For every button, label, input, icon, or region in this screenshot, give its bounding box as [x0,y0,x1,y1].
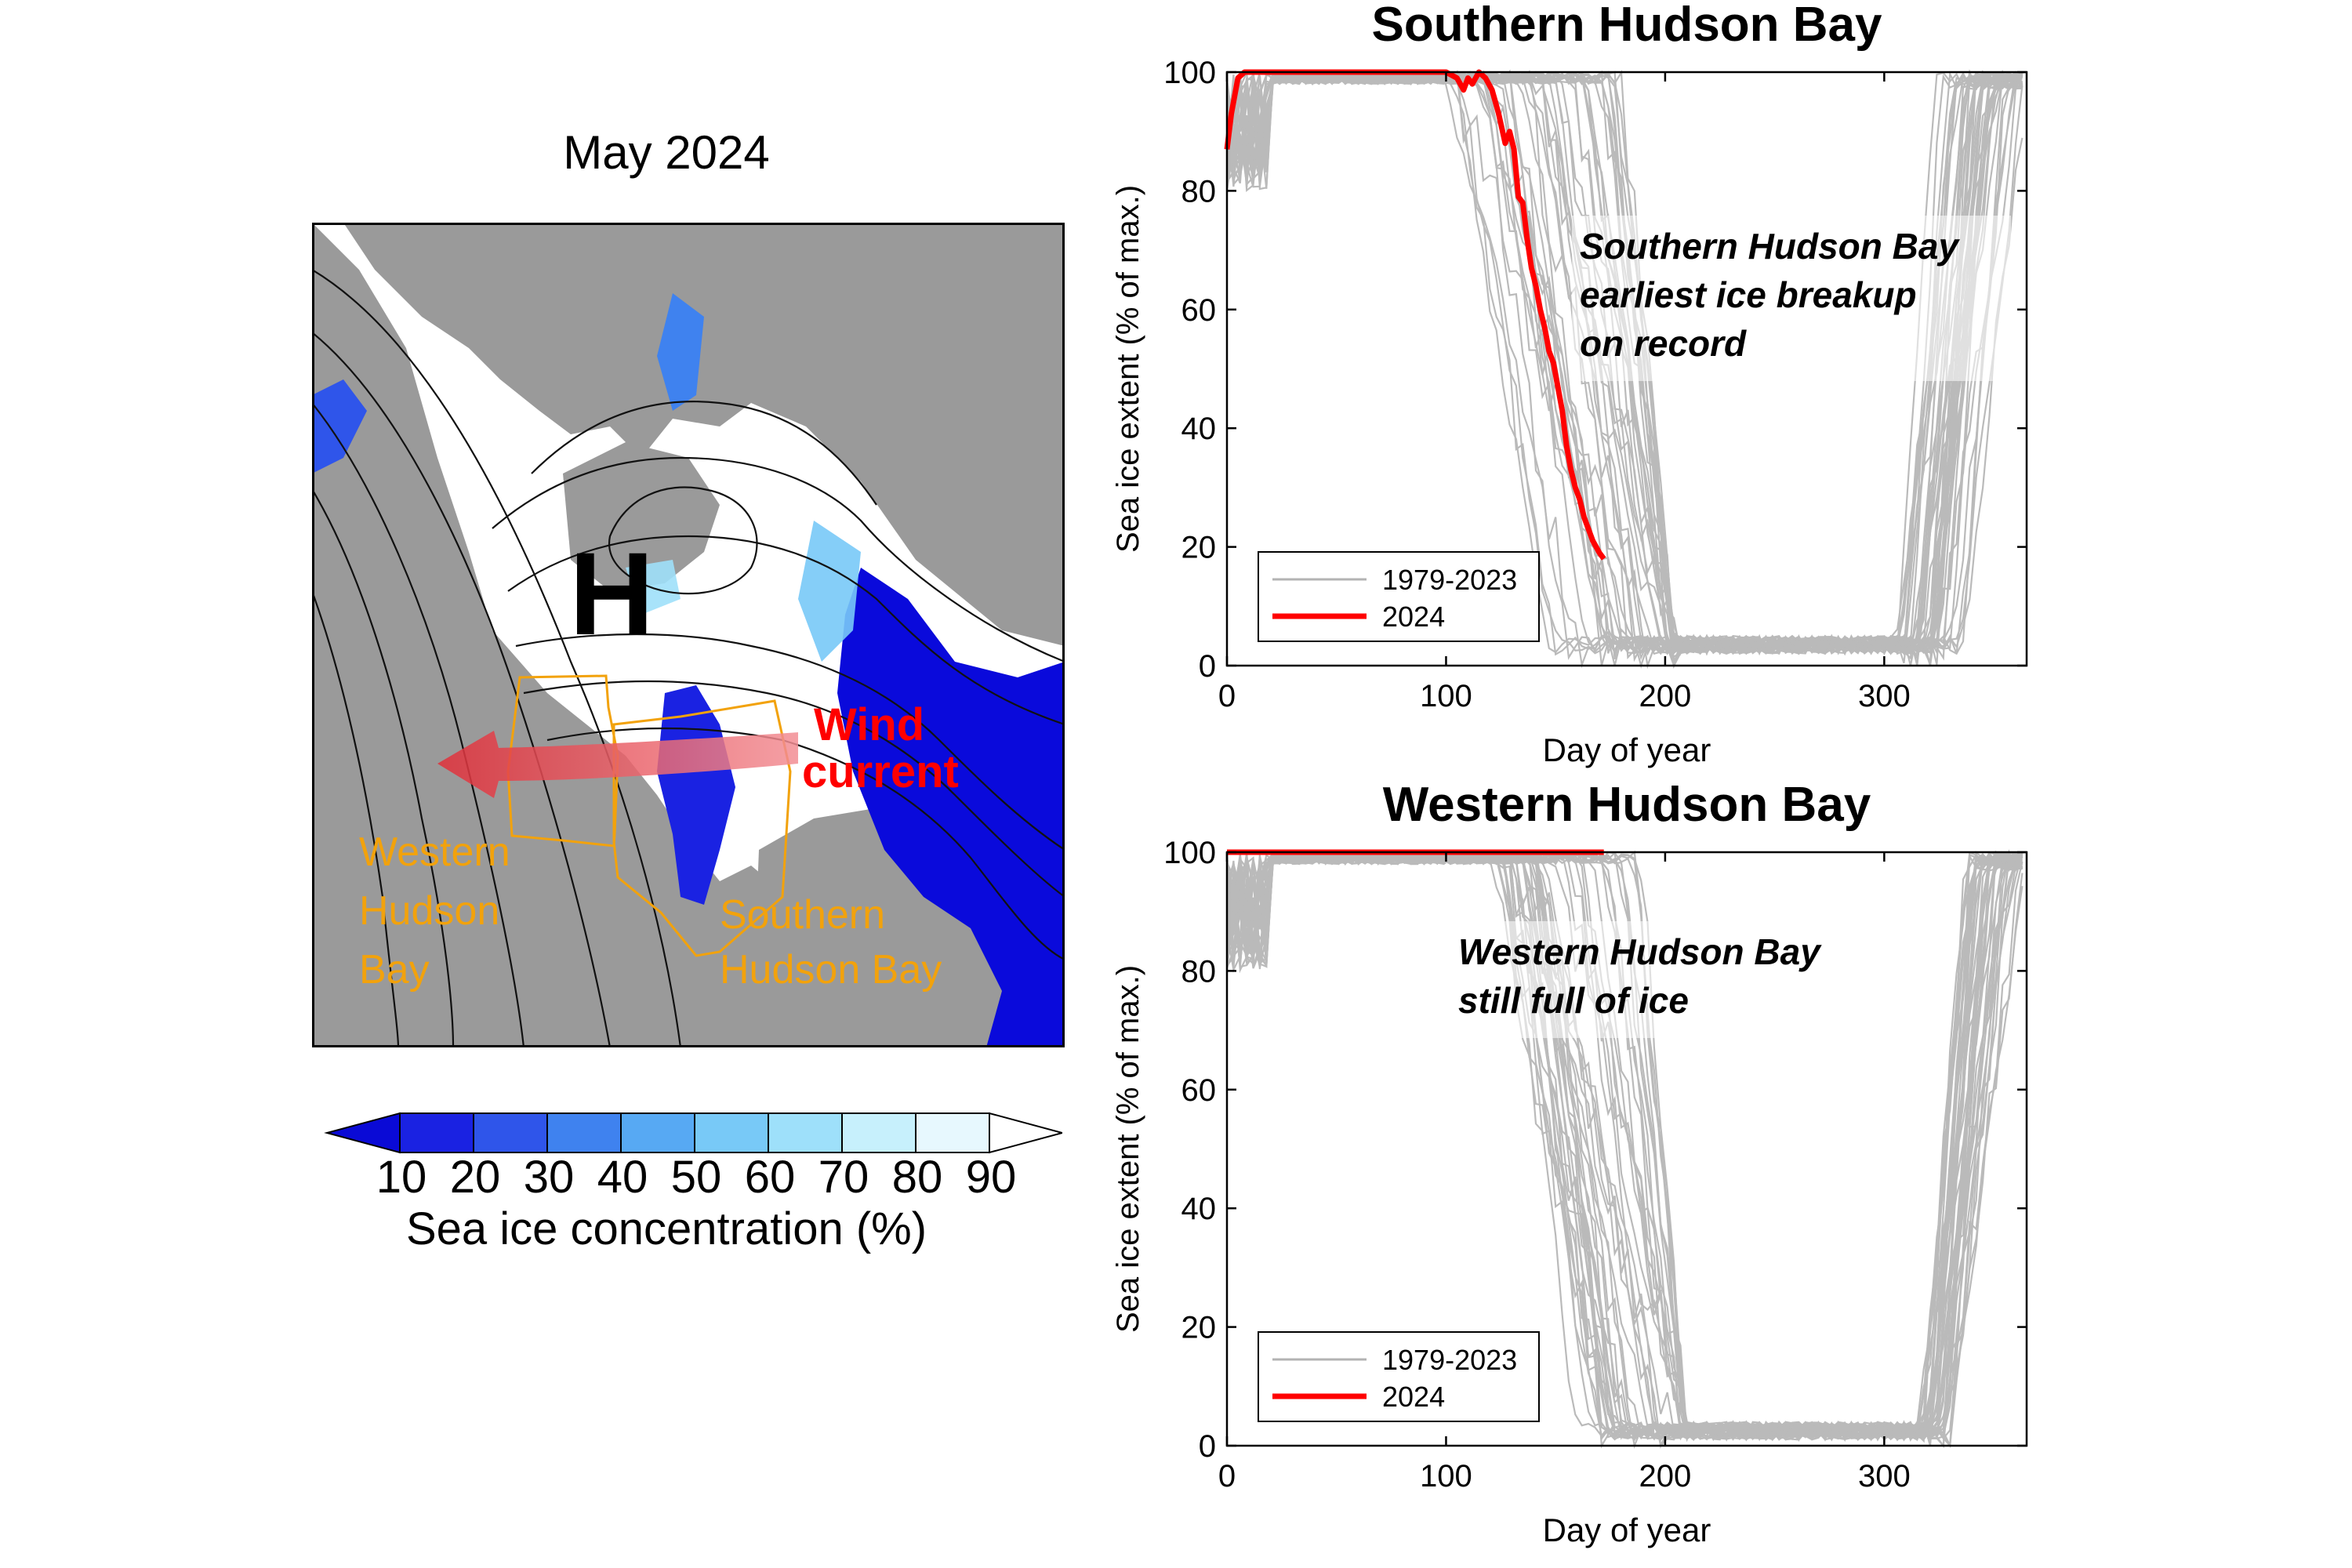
x-tick-label: 200 [1639,1459,1692,1494]
pressure-contours [312,269,1065,1047]
x-tick-label: 100 [1420,1459,1472,1494]
marginal-ice-east [798,521,861,662]
colorbar-tick: 50 [670,1152,722,1203]
legend-box [1258,1331,1540,1422]
map-title: May 2024 [563,126,770,179]
colorbar-tick: 70 [818,1152,869,1203]
colorbar-segment [620,1112,695,1153]
annotation-background [1572,216,2011,381]
chart-western-hudson-bay: Western Hudson Bay Western Hudson Bay stil… [1111,780,2028,1548]
colorbar-label: Sea ice concentration (%) [405,1203,927,1254]
colorbar-extend-high [989,1112,1062,1154]
colorbar-segment [546,1112,622,1153]
region-label-west-3: Bay [359,947,430,993]
land-mass-north [343,223,1065,646]
region-label-south-2: Hudson Bay [720,947,942,993]
y-tick-label: 60 [1181,293,1217,328]
wind-label-line2: current [802,746,959,797]
axes-box [1225,71,2028,667]
x-tick-label: 0 [1218,679,1236,713]
y-tick-label: 100 [1163,56,1216,90]
chart-annotation-line: earliest ice breakup [1580,274,1917,315]
chart-southern-hudson-bay: Southern Hudson Bay Southern Hudson Bay ea… [1111,0,2028,768]
chart-title: Southern Hudson Bay [1371,0,1882,52]
y-tick-label: 20 [1181,531,1217,565]
axes-box [1225,851,2028,1447]
colorbar-ticks: 10 20 30 40 50 60 70 80 90 [361,1151,1019,1214]
colorbar-segment [399,1112,474,1153]
historical-series-line [1225,851,2024,1443]
map-frame [312,223,1065,1047]
x-tick-label: 100 [1420,679,1472,713]
y-axis-label: Sea ice extent (% of max.) [1111,185,1145,553]
colorbar-tick: 80 [891,1152,943,1203]
y-axis-label: Sea ice extent (% of max.) [1111,965,1145,1333]
x-tick-label: 200 [1639,679,1692,713]
x-tick-label: 0 [1218,1459,1236,1494]
legend-label-historical: 1979-2023 [1382,1344,1517,1376]
y-tick-label: 0 [1199,1429,1216,1464]
y-tick-label: 80 [1181,174,1217,209]
y-tick-label: 40 [1181,412,1217,446]
wind-arrow [437,731,798,798]
legend-box [1258,551,1540,642]
colorbar-tick: 10 [376,1152,427,1203]
open-water-channel [657,293,704,411]
colorbar-tick: 40 [597,1152,648,1203]
y-tick-label: 0 [1199,649,1216,684]
open-water-east [837,568,1065,1047]
x-axis-label: Day of year [1543,1512,1711,1548]
historical-series-line [1225,70,2023,669]
region-label-south-1: Southern [720,892,885,938]
x-tick-label: 300 [1858,1459,1911,1494]
land-mass-center-island [563,442,720,591]
region-outlines [506,674,792,957]
open-water-northwest [312,379,367,474]
annotation-background [1450,921,1889,1038]
y-tick-label: 20 [1181,1311,1217,1345]
y-tick-label: 80 [1181,954,1217,989]
chart-annotation-line: still full of ice [1458,980,1689,1021]
chart-annotation-line: Western Hudson Bay [1458,931,1822,972]
chart-title: Western Hudson Bay [1383,780,1871,832]
colorbar-segment [473,1112,548,1153]
colorbar-tick: 20 [449,1152,501,1203]
region-southern-hudson-bay-outline [612,699,792,957]
region-label-west-2: Hudson [359,888,499,934]
wind-label-line1: Wind [814,699,924,750]
x-tick-label: 300 [1858,679,1911,713]
legend-label-2024: 2024 [1382,601,1445,633]
chart-annotation-line: Southern Hudson Bay [1580,226,1960,267]
legend-label-2024: 2024 [1382,1381,1445,1413]
y-tick-label: 100 [1163,836,1216,870]
colorbar-tick: 90 [965,1152,1017,1203]
y-tick-label: 60 [1181,1073,1217,1108]
x-axis-label: Day of year [1543,731,1711,768]
colorbar-tick: 30 [523,1152,575,1203]
colorbar-segment [694,1112,769,1153]
land-mass-west [312,223,814,1047]
y-tick-label: 40 [1181,1192,1217,1226]
historical-series-line [1225,851,2024,1441]
colorbar-segment [768,1112,843,1153]
colorbar-segment [841,1112,916,1153]
colorbar [324,1112,1062,1154]
chart-annotation-line: on record [1580,323,1747,364]
sea-ice-map: H Wind current Western Hudson Bay Southe… [312,223,1065,1047]
colorbar-segment [915,1112,990,1153]
region-label-west-1: Western [359,829,510,875]
colorbar-extend-low [324,1112,401,1154]
colorbar-tick: 60 [744,1152,796,1203]
high-pressure-label: H [569,528,654,659]
historical-series-line [1225,71,2024,666]
legend-label-historical: 1979-2023 [1382,564,1517,596]
